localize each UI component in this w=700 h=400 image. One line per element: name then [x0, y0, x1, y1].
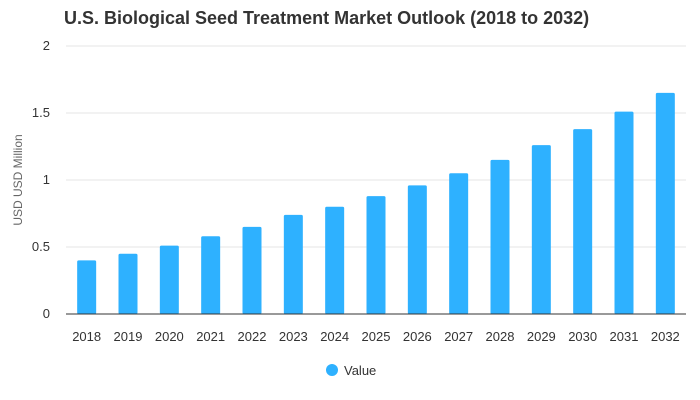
bar[interactable] — [655, 92, 675, 315]
bar[interactable] — [325, 206, 345, 314]
x-tick-label: 2023 — [279, 329, 308, 344]
y-tick-label: 0 — [43, 306, 50, 321]
legend-marker[interactable] — [326, 364, 338, 376]
x-tick-label: 2030 — [568, 329, 597, 344]
bar[interactable] — [118, 253, 138, 314]
x-tick-labels: 2018 2019 2020 2021 2022 2023 2024 2025 2026 2027… — [72, 329, 680, 344]
bar[interactable] — [531, 145, 551, 314]
bar[interactable] — [490, 159, 510, 314]
x-tick-label: 2027 — [444, 329, 473, 344]
x-tick-label: 2018 — [72, 329, 101, 344]
bar[interactable] — [573, 129, 593, 314]
x-tick-label: 2019 — [114, 329, 143, 344]
x-tick-label: 2032 — [651, 329, 680, 344]
chart-title: U.S. Biological Seed Treatment Market Ou… — [64, 8, 590, 28]
bar[interactable] — [242, 226, 262, 314]
x-tick-label: 2025 — [362, 329, 391, 344]
bar[interactable] — [201, 236, 221, 314]
x-tick-label: 2026 — [403, 329, 432, 344]
y-tick-labels: 0 0.5 1 1.5 2 — [32, 38, 50, 321]
bars — [77, 92, 675, 315]
y-tick-label: 2 — [43, 38, 50, 53]
x-tick-label: 2021 — [196, 329, 225, 344]
x-tick-label: 2024 — [320, 329, 349, 344]
y-tick-label: 0.5 — [32, 239, 50, 254]
bar[interactable] — [407, 185, 427, 314]
bar[interactable] — [77, 260, 97, 314]
x-tick-label: 2022 — [238, 329, 267, 344]
legend[interactable]: Value — [326, 363, 376, 378]
bar[interactable] — [159, 245, 179, 314]
bar[interactable] — [366, 196, 386, 314]
y-tick-label: 1.5 — [32, 105, 50, 120]
legend-label[interactable]: Value — [344, 363, 376, 378]
x-tick-label: 2031 — [610, 329, 639, 344]
y-tick-label: 1 — [43, 172, 50, 187]
x-tick-label: 2020 — [155, 329, 184, 344]
x-tick-label: 2029 — [527, 329, 556, 344]
bar[interactable] — [449, 173, 469, 314]
bar[interactable] — [614, 111, 634, 314]
y-axis-title: USD USD Million — [11, 134, 25, 225]
x-tick-label: 2028 — [486, 329, 515, 344]
bar[interactable] — [283, 214, 303, 314]
